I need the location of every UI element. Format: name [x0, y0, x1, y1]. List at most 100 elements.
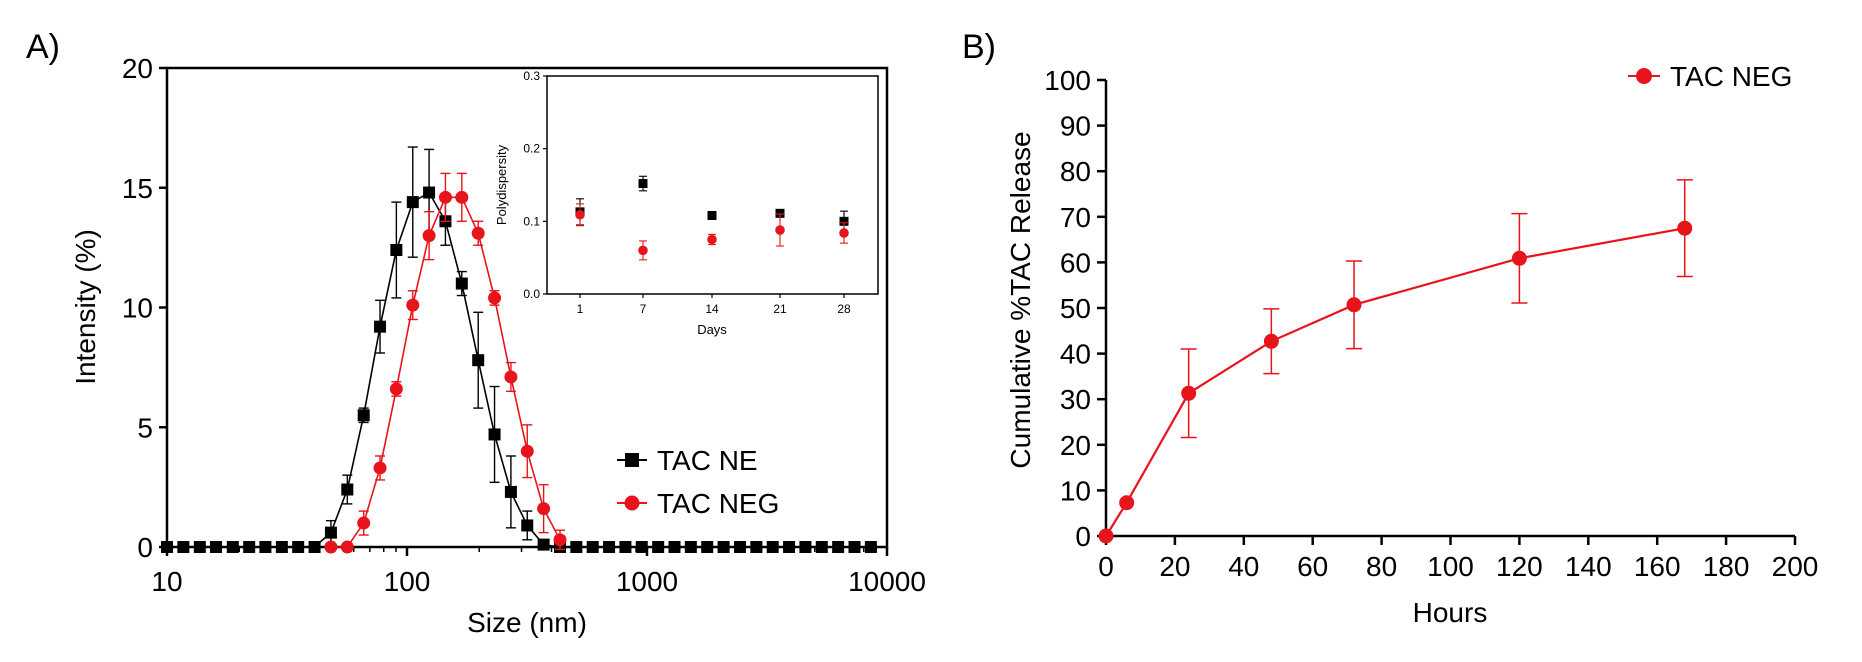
b-ytick-label: 20 [1060, 430, 1091, 461]
b-xtick-label: 200 [1772, 551, 1819, 582]
legend-marker-tac-neg [624, 495, 640, 511]
chart-a-legend: TAC NE TAC NEG [617, 445, 779, 519]
chart-a-main: 0 5 10 15 20 10 100 1000 10000 Size (nm) Intensi… [70, 53, 926, 638]
a-point [619, 541, 632, 553]
a-point [406, 298, 420, 312]
inset-point [638, 245, 648, 256]
a-point [520, 444, 534, 458]
a-point [733, 541, 746, 553]
inset-xtick-label: 1 [577, 302, 584, 316]
a-point [472, 354, 485, 367]
inset-point [839, 228, 849, 238]
a-point [848, 541, 861, 553]
a-point [668, 541, 681, 553]
chart-a-inset: 0.0 0.1 0.2 0.3 1 7 14 21 28 Days Polydispersity [494, 69, 879, 337]
chart-b-xlabel: Hours [1413, 597, 1488, 628]
a-point [226, 541, 239, 553]
a-point [357, 516, 371, 530]
a-point [766, 541, 779, 553]
b-ytick-label: 60 [1060, 247, 1091, 278]
inset-point [638, 179, 648, 189]
chart-b-ylabel: Cumulative %TAC Release [1005, 131, 1036, 468]
a-point [324, 540, 338, 554]
b-ytick-label: 80 [1060, 156, 1091, 187]
a-point [423, 186, 436, 199]
a-point [815, 541, 828, 553]
a-point [717, 541, 730, 553]
a-xtick-label: 10 [151, 566, 182, 597]
b-point [1098, 528, 1114, 544]
a-series-line-1 [330, 196, 561, 548]
panel-label-b: B) [962, 28, 996, 66]
inset-frame [546, 75, 879, 295]
b-ytick-label: 90 [1060, 111, 1091, 142]
a-point [275, 541, 288, 553]
a-point [488, 291, 502, 305]
a-point [390, 244, 403, 257]
b-xtick-label: 140 [1565, 551, 1612, 582]
b-xtick-label: 60 [1297, 551, 1328, 582]
chart-b-legend: TAC NEG [1628, 61, 1792, 92]
b-xtick-label: 180 [1703, 551, 1750, 582]
a-point [750, 541, 763, 553]
a-point [504, 485, 517, 498]
b-ytick-label: 30 [1060, 384, 1091, 415]
b-ytick-label: 10 [1060, 475, 1091, 506]
a-point [438, 190, 452, 204]
a-point [209, 541, 222, 553]
a-point [864, 541, 877, 553]
a-xtick-label: 10000 [848, 566, 926, 597]
a-point [537, 538, 550, 551]
a-point [553, 533, 567, 547]
a-point [308, 541, 321, 553]
a-point [455, 277, 468, 290]
inset-marks [575, 175, 849, 261]
inset-point [707, 211, 717, 221]
b-point [1263, 333, 1279, 349]
b-ytick-label: 70 [1060, 202, 1091, 233]
inset-ytick-label: 0.1 [523, 214, 540, 228]
a-point [488, 428, 501, 441]
inset-ticks: 0.0 0.1 0.2 0.3 1 7 14 21 28 [523, 69, 851, 316]
a-point [161, 541, 173, 553]
a-point [341, 483, 354, 496]
inset-ytick-label: 0.0 [523, 287, 540, 301]
a-ytick-label: 15 [122, 173, 153, 204]
b-xtick-label: 80 [1366, 551, 1397, 582]
a-point [504, 370, 518, 384]
inset-ytick-label: 0.2 [523, 142, 540, 156]
chart-a-ticks: 0 5 10 15 20 10 100 1000 10000 [122, 53, 926, 597]
inset-point [707, 234, 717, 245]
b-point [1181, 385, 1197, 401]
inset-xtick-label: 7 [640, 302, 647, 316]
b-ytick-label: 0 [1075, 521, 1091, 552]
a-ytick-label: 20 [122, 53, 153, 84]
inset-xtick-label: 28 [837, 302, 851, 316]
legend-marker-tac-ne [625, 453, 639, 467]
a-point [243, 541, 256, 553]
a-ytick-label: 10 [122, 293, 153, 324]
a-point [783, 541, 796, 553]
a-point [406, 196, 419, 209]
chart-a-ylabel: Intensity (%) [70, 229, 101, 385]
a-point [422, 229, 436, 243]
b-ytick-label: 100 [1044, 65, 1091, 96]
b-series-line-0 [1105, 227, 1685, 537]
a-point [799, 541, 812, 553]
a-point [340, 540, 354, 554]
a-point [570, 541, 583, 553]
a-point [374, 320, 387, 333]
panel-label-a: A) [26, 28, 60, 66]
a-point [832, 541, 845, 553]
a-point [177, 541, 190, 553]
b-ytick-label: 50 [1060, 293, 1091, 324]
b-ytick-label: 40 [1060, 339, 1091, 370]
legend-label-b-tac-neg: TAC NEG [1670, 61, 1792, 92]
inset-xlabel: Days [697, 322, 727, 337]
a-point [357, 409, 370, 422]
a-point [373, 461, 387, 475]
a-xtick-label: 100 [384, 566, 431, 597]
a-point [537, 502, 551, 516]
a-point [389, 382, 403, 396]
chart-a-xlabel: Size (nm) [467, 607, 587, 638]
